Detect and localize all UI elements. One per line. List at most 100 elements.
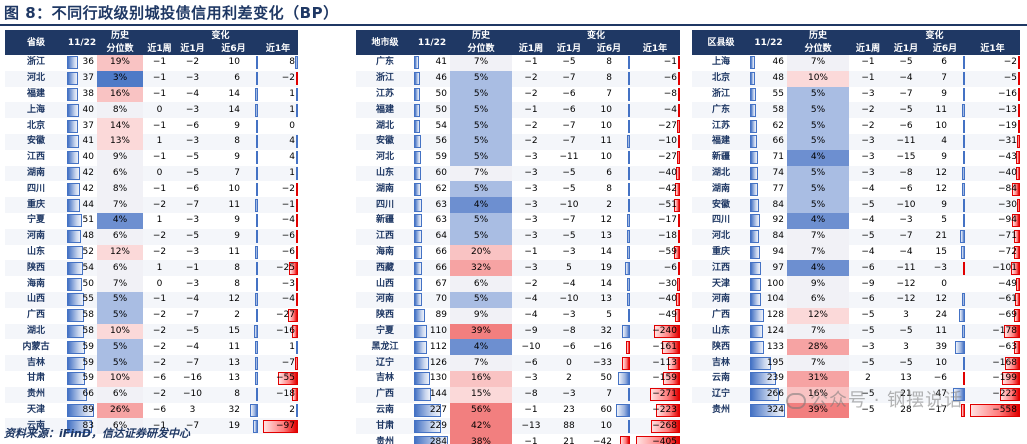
spread-value: 41 bbox=[82, 136, 94, 147]
change-1w: −1 bbox=[143, 55, 176, 71]
change-6m: 11 bbox=[209, 339, 258, 356]
region-name: 宁夏 bbox=[5, 212, 67, 229]
spread-bar bbox=[414, 103, 420, 117]
change-1y-value: 1 bbox=[289, 104, 295, 115]
change-6m-bar bbox=[962, 103, 965, 117]
change-6m: 47 bbox=[925, 386, 965, 403]
change-6m-value: 12 bbox=[600, 215, 612, 226]
spread-bar bbox=[67, 198, 81, 212]
change-6m-bar bbox=[626, 293, 630, 307]
spread-cell: 110 bbox=[414, 323, 450, 340]
change-1w: 1 bbox=[143, 133, 176, 150]
change-1w: −13 bbox=[512, 418, 550, 435]
change-1y-value: −2 bbox=[281, 183, 295, 194]
change-6m: 9 bbox=[209, 228, 258, 245]
spread-table: 省级 11/22 历史 变化 分位数 近1周 近1月 近6月 近1年 浙江 36 19% −1 −2 10 8… bbox=[5, 30, 298, 435]
change-6m-value: 10 bbox=[935, 357, 947, 368]
change-1y-value: −101 bbox=[992, 262, 1017, 273]
change-1m: −5 bbox=[176, 228, 209, 245]
table-row: 辽宁 126 7% −6 0 −33 −113 bbox=[356, 355, 680, 371]
change-1y-value: −222 bbox=[992, 389, 1017, 400]
spread-bar bbox=[67, 340, 85, 354]
spread-cell: 104 bbox=[750, 291, 787, 308]
spread-cell: 128 bbox=[750, 307, 787, 324]
change-6m-bar bbox=[255, 230, 258, 244]
change-6m-bar bbox=[256, 72, 258, 86]
spread-cell: 97 bbox=[750, 260, 787, 277]
spread-value: 104 bbox=[766, 294, 784, 305]
table-row: 浙江 36 19% −1 −2 10 8 bbox=[5, 55, 298, 71]
quantile-cell: 5% bbox=[450, 149, 512, 166]
change-1w: 0 bbox=[143, 102, 176, 119]
table-row: 湖北 74 5% −3 −8 12 −40 bbox=[692, 165, 1020, 182]
change-1y-value: −49 bbox=[998, 278, 1017, 289]
change-6m-value: 10 bbox=[600, 120, 612, 131]
spread-bar bbox=[750, 103, 757, 117]
change-6m-bar bbox=[625, 261, 630, 275]
change-1w: −1 bbox=[512, 55, 550, 71]
spread-value: 40 bbox=[82, 104, 94, 115]
spread-bar bbox=[414, 245, 422, 259]
spread-bar bbox=[67, 182, 80, 196]
table-row: 上海 46 7% −1 −5 6 −2 bbox=[692, 55, 1020, 71]
table-row: 山西 67 6% −2 −4 14 −30 bbox=[356, 276, 680, 292]
region-name: 安徽 bbox=[692, 197, 750, 213]
change-1w: −6 bbox=[143, 402, 176, 419]
table-row: 广西 128 12% −5 3 24 −69 bbox=[692, 307, 1020, 324]
change-1y: −271 bbox=[630, 386, 680, 403]
change-1y-bar bbox=[655, 403, 680, 417]
spread-value: 92 bbox=[772, 215, 784, 226]
change-6m-value: 15 bbox=[228, 325, 240, 336]
change-1y-value: −4 bbox=[281, 294, 295, 305]
change-1w: −5 bbox=[849, 197, 887, 213]
change-1y-value: −7 bbox=[281, 357, 295, 368]
spread-cell: 58 bbox=[750, 102, 787, 119]
region-name: 湖北 bbox=[692, 165, 750, 182]
quantile-cell: 4% bbox=[787, 149, 849, 166]
spread-cell: 66 bbox=[414, 244, 450, 261]
region-name: 湖北 bbox=[5, 323, 67, 340]
change-1m: −7 bbox=[887, 86, 925, 103]
change-6m-bar bbox=[963, 56, 965, 70]
change-1y-value: −558 bbox=[992, 404, 1017, 415]
change-1m: 5 bbox=[550, 260, 588, 277]
change-6m-value: 14 bbox=[228, 88, 240, 99]
spread-bar bbox=[67, 135, 80, 149]
change-1w: −5 bbox=[849, 228, 887, 245]
change-6m-bar bbox=[250, 403, 258, 417]
change-6m-bar bbox=[253, 419, 258, 433]
change-1m: −4 bbox=[887, 244, 925, 261]
quantile-cell: 28% bbox=[787, 339, 849, 356]
change-6m-bar bbox=[616, 403, 630, 417]
change-1y: −6 bbox=[630, 260, 680, 277]
spread-value: 63 bbox=[435, 215, 447, 226]
spread-cell: 130 bbox=[414, 370, 450, 387]
change-6m-bar bbox=[953, 388, 965, 402]
spread-value: 66 bbox=[435, 246, 447, 257]
region-name: 湖北 bbox=[356, 118, 414, 134]
source-note: 资料来源：iFinD，信达证券研发中心 bbox=[4, 427, 191, 440]
table-row: 吉林 195 7% −5 −5 10 −168 bbox=[692, 355, 1020, 371]
change-6m-bar bbox=[255, 119, 258, 133]
spread-cell: 84 bbox=[750, 197, 787, 213]
table-row: 重庆 94 7% −4 −4 15 −72 bbox=[692, 244, 1020, 261]
change-1y-value: −4 bbox=[281, 215, 295, 226]
spread-bar bbox=[414, 356, 430, 370]
region-name: 天津 bbox=[692, 276, 750, 292]
change-1y-bar bbox=[1018, 72, 1020, 86]
region-name: 云南 bbox=[356, 402, 414, 419]
change-6m-value: 9 bbox=[941, 199, 947, 210]
quantile-cell: 26% bbox=[97, 402, 143, 419]
spread-cell: 41 bbox=[414, 55, 450, 71]
change-1y: −178 bbox=[965, 323, 1020, 340]
change-1y-value: −168 bbox=[992, 357, 1017, 368]
change-1m: −5 bbox=[550, 228, 588, 245]
spread-bar bbox=[67, 103, 79, 117]
quantile-cell: 56% bbox=[450, 402, 512, 419]
table-row: 海南 66 20% −1 −3 14 −59 bbox=[356, 244, 680, 261]
table-row: 上海 40 8% 0 −3 14 1 bbox=[5, 102, 298, 119]
table-row: 陕西 54 6% 1 −1 8 −25 bbox=[5, 260, 298, 277]
change-1w: −4 bbox=[849, 181, 887, 198]
quantile-cell: 4% bbox=[787, 212, 849, 229]
panel-prefecture: 地市级 11/22 历史 变化 分位数 近1周 近1月 近6月 近1年 广东 41 7% −1 −5 8 −1… bbox=[356, 30, 680, 444]
